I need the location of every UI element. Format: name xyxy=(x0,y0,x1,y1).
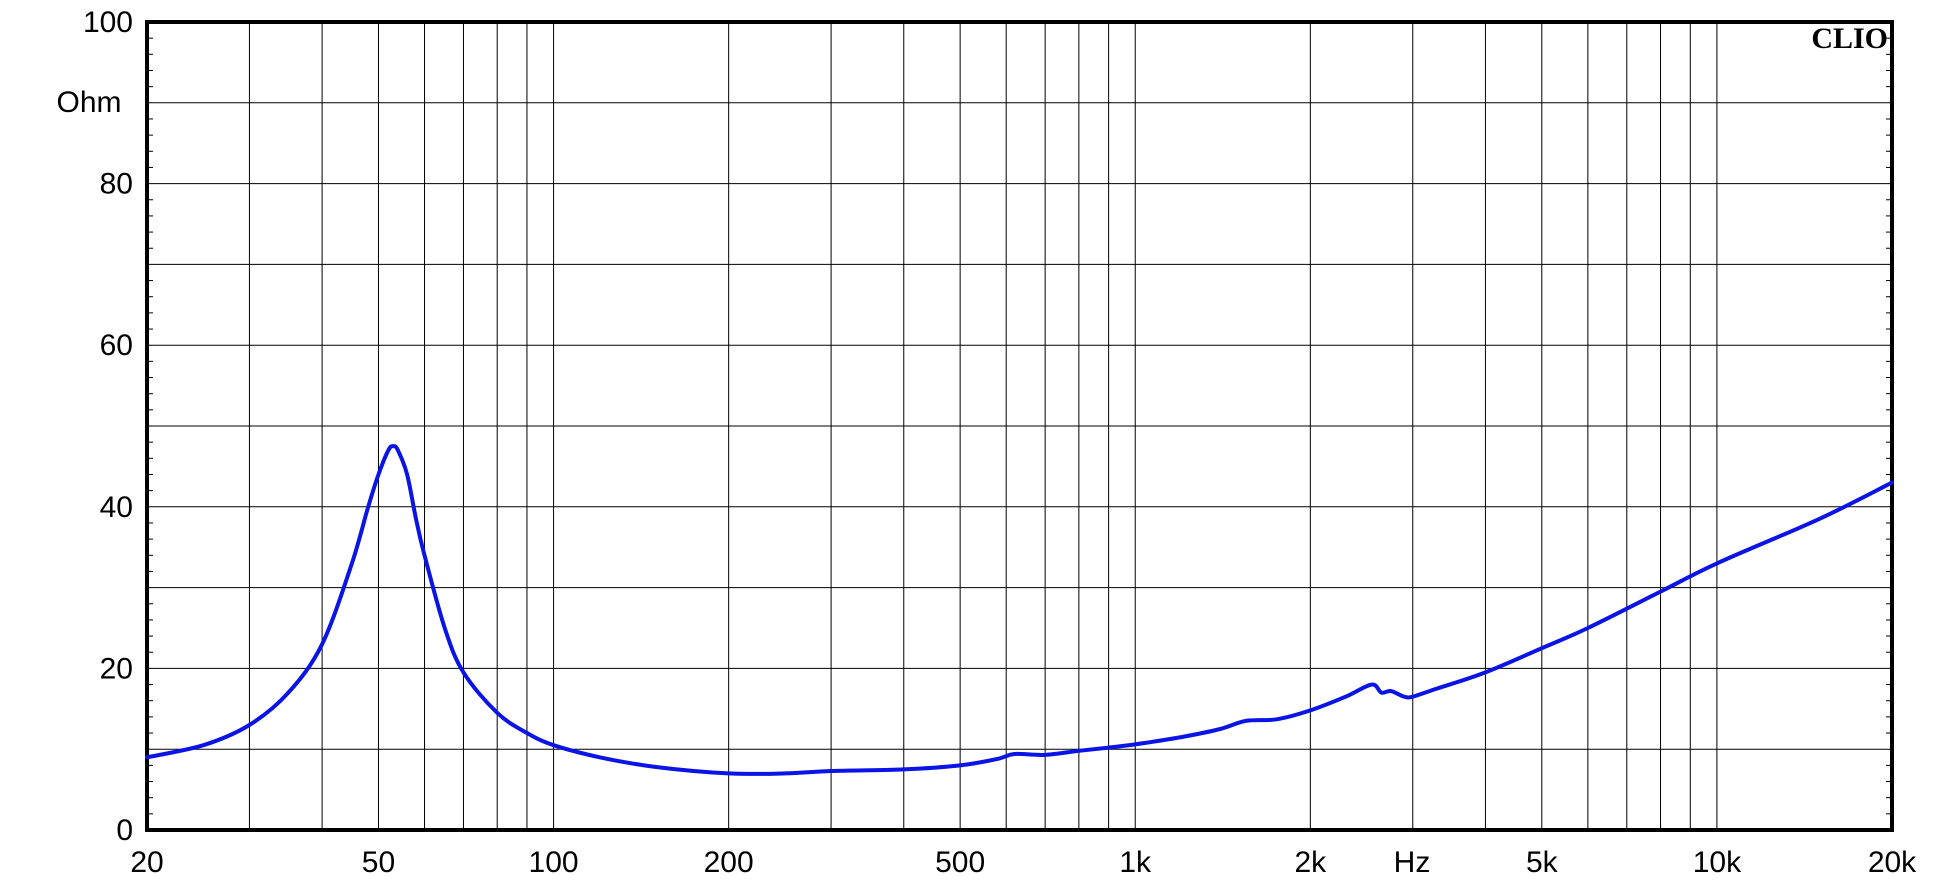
x-tick-label: 200 xyxy=(704,846,754,879)
x-tick-label: 100 xyxy=(529,846,579,879)
clio-brand-mark: CLIO xyxy=(1811,22,1888,55)
x-axis-ticks: 20 50 100 200 500 1k 2k 5k 10k 20k xyxy=(130,846,1917,879)
x-tick-label: 10k xyxy=(1693,846,1742,879)
x-tick-label: 20k xyxy=(1868,846,1917,879)
plot-frame xyxy=(145,20,1894,832)
x-tick-label: 2k xyxy=(1294,846,1327,879)
x-tick-label: 20 xyxy=(130,846,163,879)
x-tick-label: 1k xyxy=(1119,846,1152,879)
y-tick-label: 40 xyxy=(100,491,133,524)
x-tick-label: 500 xyxy=(935,846,985,879)
y-tick-label: 20 xyxy=(100,652,133,685)
y-tick-label: 60 xyxy=(100,329,133,362)
x-tick-label: 5k xyxy=(1526,846,1559,879)
y-tick-label: 100 xyxy=(83,6,133,39)
y-axis-ticks: 0 20 40 60 80 100 xyxy=(83,6,1892,847)
y-tick-label: 0 xyxy=(116,814,133,847)
x-tick-label: 50 xyxy=(362,846,395,879)
impedance-curve xyxy=(145,444,1894,776)
y-axis-unit-label: Ohm xyxy=(56,86,121,119)
x-axis-unit-label: Hz xyxy=(1394,846,1431,879)
grid xyxy=(147,22,1892,830)
y-tick-label: 80 xyxy=(100,168,133,201)
